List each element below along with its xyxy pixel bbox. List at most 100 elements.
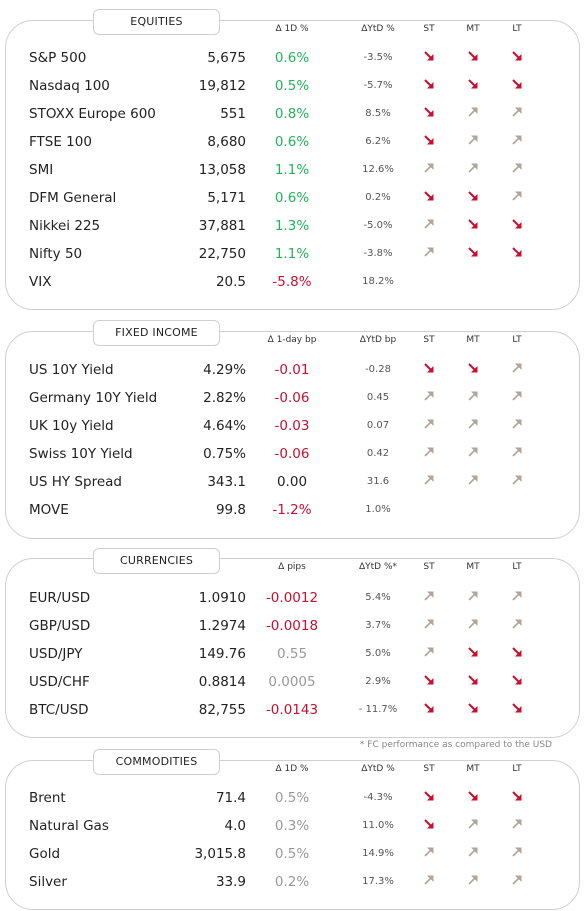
ytd-change: -3.8% <box>363 248 393 259</box>
equities-header-change: Δ 1D % <box>275 24 309 34</box>
trend-down-arrow-icon <box>467 790 481 804</box>
fixed-income-header-change: Δ 1-day bp <box>267 335 317 345</box>
trend-up-arrow-icon <box>467 106 481 120</box>
trend-down-arrow-icon <box>467 674 481 688</box>
ytd-change: 0.42 <box>366 448 390 459</box>
instrument-name: GBP/USD <box>29 618 91 634</box>
trend-up-arrow-icon <box>511 418 525 432</box>
trend-down-arrow-icon <box>467 646 481 660</box>
currencies-header-change: Δ pips <box>278 562 306 572</box>
trend-up-arrow-icon <box>423 446 437 460</box>
daily-change: -0.06 <box>274 446 310 462</box>
table-row: S&P 500 5,675 0.6% -3.5% <box>5 43 580 71</box>
instrument-value: 551 <box>220 106 246 122</box>
table-row: Gold 3,015.8 0.5% 14.9% <box>5 839 580 867</box>
trend-up-arrow-icon <box>511 874 525 888</box>
trend-down-arrow-icon <box>467 50 481 64</box>
trend-up-arrow-icon <box>511 134 525 148</box>
trend-up-arrow-icon <box>423 162 437 176</box>
daily-change: -0.0012 <box>265 590 319 606</box>
trend-up-arrow-icon <box>511 618 525 632</box>
table-row: DFM General 5,171 0.6% 0.2% <box>5 183 580 211</box>
instrument-value: 4.0 <box>224 818 246 834</box>
instrument-name: S&P 500 <box>29 50 87 66</box>
daily-change: 0.00 <box>276 474 308 490</box>
instrument-value: 22,750 <box>198 246 246 262</box>
trend-up-arrow-icon <box>511 818 525 832</box>
table-row: Silver 33.9 0.2% 17.3% <box>5 867 580 895</box>
currencies-panel <box>5 558 580 738</box>
trend-down-arrow-icon <box>467 190 481 204</box>
trend-up-arrow-icon <box>467 618 481 632</box>
trend-down-arrow-icon <box>423 790 437 804</box>
table-row: Nifty 50 22,750 1.1% -3.8% <box>5 239 580 267</box>
instrument-value: 37,881 <box>198 218 246 234</box>
trend-down-arrow-icon <box>467 218 481 232</box>
commodities-header-mt: MT <box>466 764 480 774</box>
instrument-name: STOXX Europe 600 <box>29 106 156 122</box>
ytd-change: 1.0% <box>365 504 391 515</box>
trend-up-arrow-icon <box>423 874 437 888</box>
instrument-value: 20.5 <box>215 274 246 290</box>
instrument-name: Nasdaq 100 <box>29 78 110 94</box>
daily-change: 0.5% <box>274 790 310 806</box>
trend-up-arrow-icon <box>511 162 525 176</box>
instrument-name: Gold <box>29 846 61 862</box>
instrument-value: 0.8814 <box>198 674 246 690</box>
instrument-value: 33.9 <box>215 874 246 890</box>
instrument-name: Germany 10Y Yield <box>29 390 158 406</box>
table-row: USD/JPY 149.76 0.55 5.0% <box>5 639 580 667</box>
fixed-income-header-st: ST <box>423 335 435 345</box>
trend-down-arrow-icon <box>511 674 525 688</box>
table-row: US 10Y Yield 4.29% -0.01 -0.28 <box>5 355 580 383</box>
footnote: * FC performance as compared to the USD <box>359 740 552 750</box>
instrument-name: VIX <box>29 274 52 290</box>
trend-up-arrow-icon <box>467 874 481 888</box>
trend-down-arrow-icon <box>511 702 525 716</box>
trend-up-arrow-icon <box>423 390 437 404</box>
instrument-value: 8,680 <box>207 134 246 150</box>
currencies-header-ytd: ΔYtD %* <box>358 562 398 572</box>
trend-up-arrow-icon <box>511 362 525 376</box>
instrument-name: USD/CHF <box>29 674 90 690</box>
instrument-value: 1.2974 <box>198 618 246 634</box>
trend-down-arrow-icon <box>423 818 437 832</box>
trend-up-arrow-icon <box>423 618 437 632</box>
daily-change: 1.1% <box>274 246 310 262</box>
trend-down-arrow-icon <box>423 78 437 92</box>
daily-change: 0.55 <box>276 646 308 662</box>
trend-up-arrow-icon <box>423 474 437 488</box>
trend-up-arrow-icon <box>423 218 437 232</box>
instrument-name: FTSE 100 <box>29 134 92 150</box>
commodities-header-change: Δ 1D % <box>275 764 309 774</box>
trend-up-arrow-icon <box>511 590 525 604</box>
table-row: USD/CHF 0.8814 0.0005 2.9% <box>5 667 580 695</box>
ytd-change: 0.2% <box>365 192 391 203</box>
trend-up-arrow-icon <box>467 474 481 488</box>
instrument-name: DFM General <box>29 190 117 206</box>
trend-up-arrow-icon <box>423 246 437 260</box>
instrument-value: 82,755 <box>198 702 246 718</box>
daily-change: 1.3% <box>274 218 310 234</box>
commodities-header-ytd: ΔYtD % <box>361 764 395 774</box>
ytd-change: 18.2% <box>362 276 394 287</box>
ytd-change: 0.45 <box>366 392 390 403</box>
table-row: SMI 13,058 1.1% 12.6% <box>5 155 580 183</box>
trend-down-arrow-icon <box>423 134 437 148</box>
trend-up-arrow-icon <box>511 446 525 460</box>
instrument-name: Brent <box>29 790 66 806</box>
instrument-value: 3,015.8 <box>194 846 246 862</box>
instrument-name: Silver <box>29 874 67 890</box>
instrument-value: 5,675 <box>207 50 246 66</box>
ytd-change: 2.9% <box>365 676 391 687</box>
table-row: Swiss 10Y Yield 0.75% -0.06 0.42 <box>5 439 580 467</box>
instrument-name: SMI <box>29 162 54 178</box>
trend-up-arrow-icon <box>467 818 481 832</box>
instrument-value: 0.75% <box>203 446 246 462</box>
daily-change: -0.01 <box>274 362 310 378</box>
daily-change: 0.0005 <box>268 674 316 690</box>
ytd-change: 12.6% <box>362 164 394 175</box>
table-row: EUR/USD 1.0910 -0.0012 5.4% <box>5 583 580 611</box>
daily-change: -1.2% <box>272 502 312 518</box>
ytd-change: - 11.7% <box>358 704 398 715</box>
